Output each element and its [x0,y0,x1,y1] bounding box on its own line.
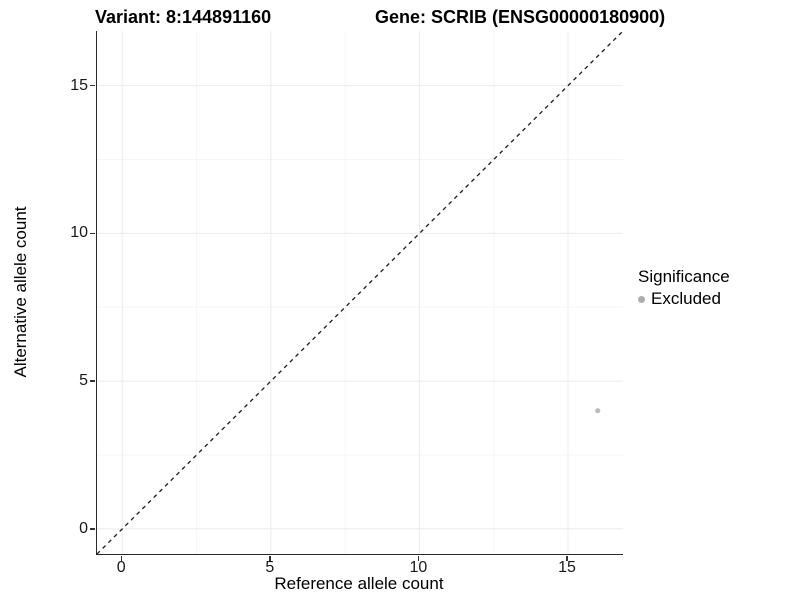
y-axis-tick-label: 0 [79,519,88,537]
excluded-point-swatch [638,295,645,303]
x-axis-tick-label: 5 [265,559,275,576]
y-axis-tick [89,528,95,530]
y-axis-tick-label: 5 [79,372,88,390]
y-axis-tick [89,232,95,235]
scatter-plot-canvas [97,31,623,554]
plot-panel [96,31,623,555]
x-axis-tick [269,555,271,561]
legend-title: Significance [638,267,730,286]
x-axis-title: Reference allele count [274,574,444,593]
legend-item-excluded: Excluded [638,289,730,309]
x-axis-tick-label: 10 [409,559,428,576]
data-point-excluded [595,408,601,414]
gene-title: Gene: SCRIB (ENSG00000180900) [375,7,666,27]
y-axis-tick-label: 15 [70,76,88,94]
legend-item-label: Excluded [651,289,721,308]
x-axis-tick-label: 15 [558,559,576,576]
variant-title: Variant: 8:144891160 [95,7,272,27]
y-axis-tick-label: 10 [70,224,88,242]
x-axis-tick-label: 0 [116,559,126,576]
y-axis-tick [89,380,95,382]
x-axis-tick [120,555,122,561]
x-axis-tick [417,555,420,561]
y-axis-tick [89,84,95,87]
identity-dashed-line [97,31,623,554]
y-axis-title: Alternative allele count [11,206,30,378]
legend: Significance Excluded [638,267,730,309]
x-axis-tick [566,555,568,561]
